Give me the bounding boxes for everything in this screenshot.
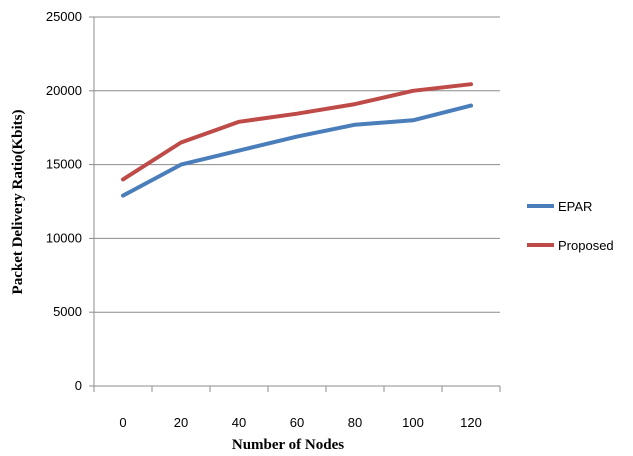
series-line-epar: [121, 103, 473, 198]
y-axis-title: Packet Delivery Ratio(Kbits): [10, 110, 26, 295]
axes: [89, 16, 501, 392]
x-tick-labels: 0 20 40 60 80 100 120: [119, 415, 481, 430]
series-lines: [121, 82, 473, 198]
x-tick-label: 80: [348, 415, 362, 430]
x-tick-label: 120: [460, 415, 482, 430]
x-tick-label: 60: [290, 415, 304, 430]
x-axis-title: Number of Nodes: [232, 437, 344, 453]
legend-label-epar: EPAR: [558, 199, 592, 214]
x-tick-label: 40: [232, 415, 246, 430]
series-line-proposed: [121, 82, 473, 182]
y-tick-label: 0: [75, 378, 82, 393]
gridlines: [94, 16, 500, 313]
x-tick-label: 100: [402, 415, 424, 430]
y-tick-label: 20000: [46, 83, 82, 98]
x-tick-label: 20: [174, 415, 188, 430]
y-tick-label: 5000: [53, 304, 82, 319]
x-tick-label: 0: [119, 415, 126, 430]
legend: EPAR Proposed: [527, 199, 614, 253]
y-tick-labels: 0 5000 10000 15000 20000 25000: [46, 9, 82, 393]
y-tick-label: 10000: [46, 230, 82, 245]
y-tick-label: 25000: [46, 9, 82, 24]
y-tick-label: 15000: [46, 157, 82, 172]
legend-label-proposed: Proposed: [558, 238, 614, 253]
